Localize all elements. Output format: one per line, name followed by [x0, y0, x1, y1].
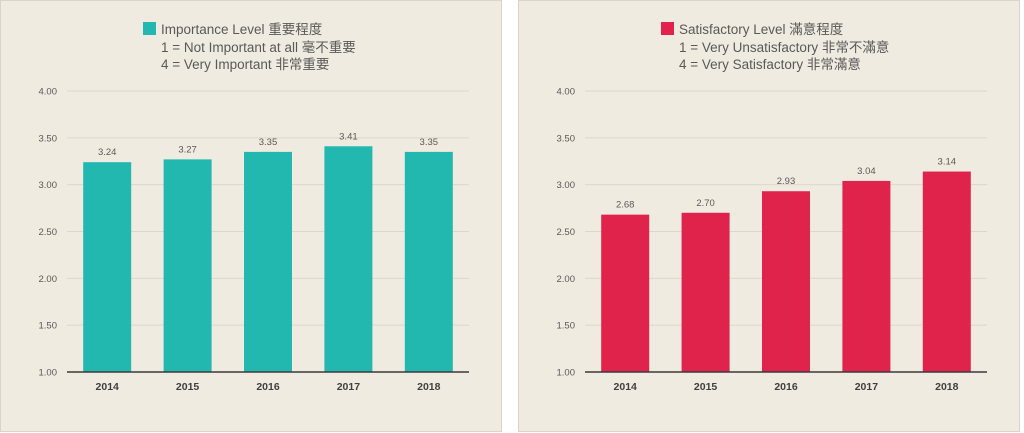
bar: [83, 162, 132, 372]
bar: [842, 180, 891, 372]
bar: [404, 151, 453, 372]
y-tick-label: 3.00: [557, 180, 576, 191]
legend-swatch: [143, 22, 156, 35]
y-tick-label: 3.00: [39, 180, 58, 191]
legend-swatch: [661, 22, 674, 35]
legend-note-2: 4 = Very Important 非常重要: [161, 57, 330, 72]
data-label: 2.93: [777, 176, 796, 187]
data-label: 3.24: [98, 147, 117, 158]
x-tick-label: 2015: [176, 381, 200, 393]
y-tick-label: 4.00: [39, 87, 58, 98]
y-tick-label: 3.50: [39, 133, 58, 144]
bar: [601, 214, 650, 372]
x-tick-label: 2017: [855, 381, 879, 393]
chart-legend: Satisfactory Level 滿意程度 1 = Very Unsatis…: [661, 21, 889, 74]
data-label: 2.70: [696, 198, 715, 209]
x-tick-label: 2016: [774, 381, 798, 393]
legend-note-2: 4 = Very Satisfactory 非常滿意: [679, 57, 861, 72]
x-tick-label: 2014: [96, 381, 120, 393]
satisfaction-chart-panel: Satisfactory Level 滿意程度 1 = Very Unsatis…: [518, 0, 1020, 432]
data-label: 3.41: [339, 131, 358, 142]
data-label: 3.04: [857, 166, 876, 177]
satisfaction-bar-chart: 1.00 1.50 2.00 2.50 3.00 3.50 4.00 2.68 2014 2.70…: [557, 87, 987, 393]
x-tick-label: 2015: [694, 381, 718, 393]
y-tick-label: 3.50: [557, 133, 576, 144]
chart-legend: Importance Level 重要程度 1 = Not Important …: [143, 21, 356, 74]
bar: [163, 159, 212, 372]
bar: [324, 146, 373, 372]
y-tick-label: 1.50: [39, 321, 58, 332]
y-tick-label: 2.50: [557, 227, 576, 238]
y-tick-label: 1.00: [39, 368, 58, 379]
y-tick-label: 2.00: [557, 274, 576, 285]
legend-note-1: 1 = Not Important at all 毫不重要: [161, 39, 356, 55]
y-tick-label: 2.50: [39, 227, 58, 238]
legend-label: Satisfactory Level 滿意程度: [679, 22, 844, 37]
importance-bar-chart: 1.00 1.50 2.00 2.50 3.00 3.50 4.00 3.24 2014 3.27…: [39, 87, 469, 393]
data-label: 3.14: [938, 157, 957, 168]
data-label: 3.27: [178, 144, 197, 155]
legend-label: Importance Level 重要程度: [161, 22, 323, 37]
y-tick-label: 1.00: [557, 368, 576, 379]
data-label: 2.68: [616, 200, 635, 211]
bar: [244, 151, 292, 372]
x-tick-label: 2016: [256, 381, 280, 393]
bar: [762, 191, 810, 372]
y-tick-label: 4.00: [557, 87, 576, 98]
data-label: 3.35: [259, 137, 278, 148]
x-tick-label: 2017: [337, 381, 361, 393]
x-tick-label: 2018: [935, 381, 959, 393]
bar: [922, 171, 971, 372]
x-tick-label: 2018: [417, 381, 441, 393]
x-tick-label: 2014: [614, 381, 638, 393]
y-tick-label: 2.00: [39, 274, 58, 285]
importance-chart-panel: Importance Level 重要程度 1 = Not Important …: [0, 0, 502, 432]
legend-note-1: 1 = Very Unsatisfactory 非常不滿意: [679, 39, 890, 55]
bar: [681, 212, 730, 372]
data-label: 3.35: [420, 137, 439, 148]
y-tick-label: 1.50: [557, 321, 576, 332]
